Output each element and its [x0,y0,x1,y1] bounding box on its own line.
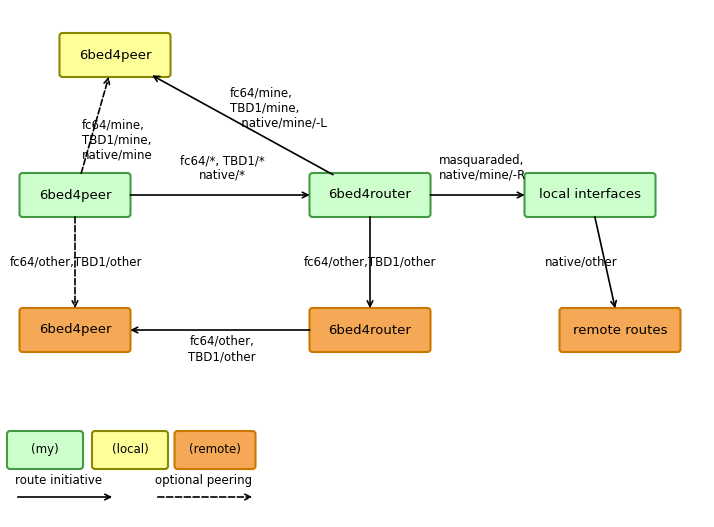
Text: 6bed4router: 6bed4router [328,189,411,201]
FancyBboxPatch shape [525,173,655,217]
FancyBboxPatch shape [19,308,131,352]
FancyBboxPatch shape [92,431,168,469]
Text: fc64/other,TBD1/other: fc64/other,TBD1/other [10,256,143,268]
Text: native/other: native/other [545,256,618,268]
Text: fc64/*, TBD1/*
native/*: fc64/*, TBD1/* native/* [180,154,264,182]
Text: optional peering: optional peering [155,474,252,487]
Text: local interfaces: local interfaces [539,189,641,201]
Text: 6bed4router: 6bed4router [328,324,411,337]
Text: (remote): (remote) [189,444,241,456]
FancyBboxPatch shape [59,33,171,77]
Text: (my): (my) [31,444,59,456]
FancyBboxPatch shape [309,308,431,352]
Text: 6bed4peer: 6bed4peer [39,324,111,337]
FancyBboxPatch shape [7,431,83,469]
FancyBboxPatch shape [309,173,431,217]
Text: 6bed4peer: 6bed4peer [39,189,111,201]
Text: fc64/mine,
TBD1/mine,
native/mine: fc64/mine, TBD1/mine, native/mine [82,119,153,161]
Text: masquaraded,
native/mine/-R: masquaraded, native/mine/-R [438,154,526,182]
Text: 6bed4peer: 6bed4peer [79,48,151,62]
FancyBboxPatch shape [19,173,131,217]
Text: remote routes: remote routes [573,324,668,337]
FancyBboxPatch shape [560,308,680,352]
Text: fc64/mine,
TBD1/mine,
   native/mine/-L: fc64/mine, TBD1/mine, native/mine/-L [230,86,327,130]
Text: route initiative: route initiative [15,474,102,487]
Text: fc64/other,
TBD1/other: fc64/other, TBD1/other [188,335,256,363]
Text: (local): (local) [111,444,149,456]
FancyBboxPatch shape [174,431,256,469]
Text: fc64/other,TBD1/other: fc64/other,TBD1/other [303,256,436,268]
